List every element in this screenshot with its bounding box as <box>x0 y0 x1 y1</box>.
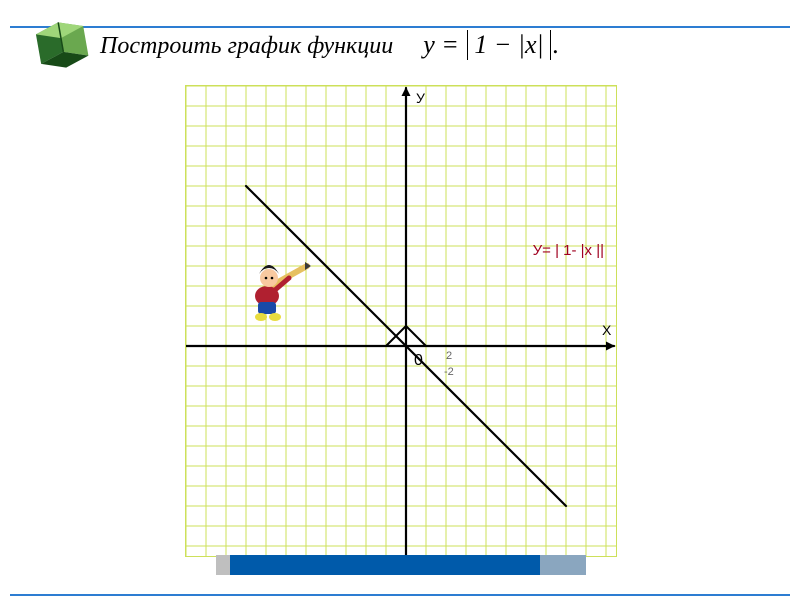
chart-area: У Х 0 2 -2 У= | 1- |х || <box>185 85 617 557</box>
eq-y: y = <box>423 30 465 59</box>
bottom-border <box>10 594 790 596</box>
boy-with-pencil-icon <box>241 252 311 322</box>
origin-label: 0 <box>414 352 423 370</box>
abs-outer: 1 − |x| <box>467 30 550 60</box>
bottom-bar-segment <box>216 555 230 575</box>
bottom-bar-segment <box>230 555 540 575</box>
equation: y = 1 − |x|. <box>423 30 559 59</box>
title-text: Построить график функции <box>100 33 393 59</box>
x-axis-label: Х <box>602 322 611 338</box>
tick-x-2: 2 <box>446 350 452 362</box>
y-axis-label: У <box>416 90 425 106</box>
books-icon <box>30 8 90 68</box>
tick-y-neg2: -2 <box>444 366 454 378</box>
bottom-bar-segment <box>540 555 586 575</box>
function-label: У= | 1- |х || <box>533 242 604 259</box>
page-title: Построить график функции y = 1 − |x|. <box>100 30 559 60</box>
bottom-bar <box>216 555 586 575</box>
eq-dot: . <box>553 30 560 59</box>
top-border <box>10 26 790 28</box>
